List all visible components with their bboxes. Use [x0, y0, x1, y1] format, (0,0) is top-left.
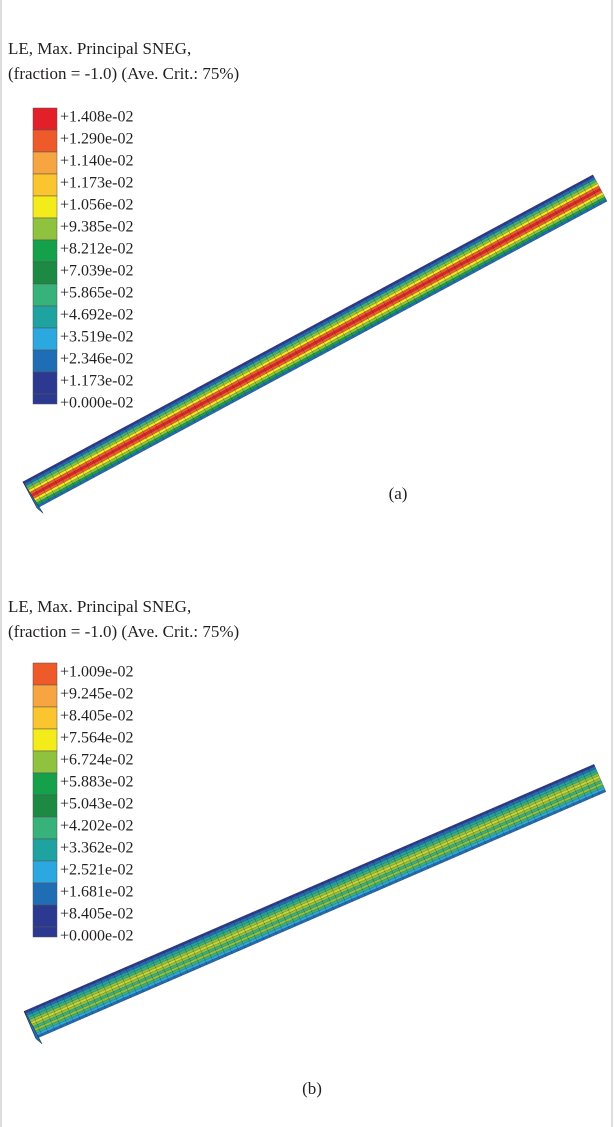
legend-swatch: [32, 393, 58, 405]
legend-label: +5.043e-02: [60, 796, 133, 813]
mesh-line: [28, 775, 600, 1023]
legend-swatch: [32, 772, 58, 796]
mesh-line: [22, 174, 593, 482]
legend-label: +6.724e-02: [60, 752, 133, 769]
legend-label: +1.408e-02: [60, 109, 133, 126]
mesh-line: [26, 770, 598, 1019]
legend-swatch: [32, 261, 58, 285]
mesh-line: [34, 196, 605, 504]
legend-swatch: [32, 305, 58, 329]
legend-label: +3.362e-02: [60, 840, 133, 857]
mesh-line: [24, 766, 596, 1014]
mesh-line: [33, 786, 605, 1035]
plot-title: (fraction = -1.0) (Ave. Crit.: 75%): [8, 64, 239, 83]
legend-label: +2.346e-02: [60, 351, 133, 368]
mesh-line: [26, 181, 597, 489]
legend-label: +1.173e-02: [60, 373, 133, 390]
mesh-line: [27, 183, 598, 491]
legend-swatch: [32, 684, 58, 708]
legend-swatch: [32, 816, 58, 840]
legend-swatch: [32, 794, 58, 818]
legend-label: +7.564e-02: [60, 730, 133, 747]
legend-label: +5.865e-02: [60, 285, 133, 302]
legend-label: +0.000e-02: [60, 395, 133, 412]
mesh-line: [29, 777, 601, 1026]
legend-label: +9.245e-02: [60, 686, 133, 703]
legend-swatch: [32, 349, 58, 373]
caption: (a): [389, 484, 408, 503]
legend-label: +1.290e-02: [60, 131, 133, 148]
mesh-line: [29, 187, 601, 496]
legend-label: +4.202e-02: [60, 818, 133, 835]
mesh-line: [32, 784, 604, 1033]
plot-title: (fraction = -1.0) (Ave. Crit.: 75%): [8, 622, 239, 641]
mesh-line: [30, 780, 602, 1028]
legend-swatch: [32, 129, 58, 153]
mesh-line: [25, 768, 597, 1017]
legend-swatch: [32, 239, 58, 263]
legend-swatch: [32, 728, 58, 752]
legend-swatch: [32, 882, 58, 906]
mesh-line: [31, 190, 602, 498]
plot-title: LE, Max. Principal SNEG,: [8, 597, 191, 616]
legend-label: +3.519e-02: [60, 329, 133, 346]
caption: (b): [302, 1079, 322, 1098]
mesh-line: [28, 185, 599, 493]
legend-swatch: [32, 750, 58, 774]
legend-label: +8.405e-02: [60, 906, 133, 923]
beam-end: [23, 1011, 43, 1044]
legend-label: +1.140e-02: [60, 153, 133, 170]
legend-swatch: [32, 217, 58, 241]
plot-title: LE, Max. Principal SNEG,: [8, 39, 191, 58]
mesh-line: [23, 176, 595, 485]
legend-label: +1.681e-02: [60, 884, 133, 901]
beam: [23, 764, 607, 1044]
legend-label: +8.212e-02: [60, 241, 133, 258]
legend-label: +8.405e-02: [60, 708, 133, 725]
legend-swatch: [32, 706, 58, 730]
mesh-line: [35, 198, 607, 507]
mesh-line: [34, 789, 606, 1037]
legend-label: +5.883e-02: [60, 774, 133, 791]
beam: [22, 174, 608, 514]
mesh-line: [37, 201, 608, 509]
legend-swatch: [32, 107, 58, 131]
legend-swatch: [32, 283, 58, 307]
mesh-line: [33, 194, 604, 502]
legend-label: +7.039e-02: [60, 263, 133, 280]
legend-swatch: [32, 926, 58, 938]
legend-swatch: [32, 173, 58, 197]
mesh-line: [23, 764, 595, 1012]
legend-swatch: [32, 195, 58, 219]
mesh-line: [25, 179, 596, 487]
legend-swatch: [32, 662, 58, 686]
legend-swatch: [32, 371, 58, 395]
legend-label: +1.009e-02: [60, 664, 133, 681]
mesh-line: [27, 773, 599, 1021]
legend-swatch: [32, 904, 58, 928]
legend-label: +2.521e-02: [60, 862, 133, 879]
legend-swatch: [32, 327, 58, 351]
mesh-line: [32, 192, 603, 500]
mesh-line: [31, 782, 603, 1030]
legend-swatch: [32, 838, 58, 862]
legend-swatch: [32, 151, 58, 175]
legend-label: +4.692e-02: [60, 307, 133, 324]
legend-swatch: [32, 860, 58, 884]
legend-label: +1.173e-02: [60, 175, 133, 192]
legend-label: +1.056e-02: [60, 197, 133, 214]
mesh-line: [35, 791, 607, 1039]
beam-end: [22, 481, 44, 514]
legend-label: +9.385e-02: [60, 219, 133, 236]
legend-label: +0.000e-02: [60, 928, 133, 945]
